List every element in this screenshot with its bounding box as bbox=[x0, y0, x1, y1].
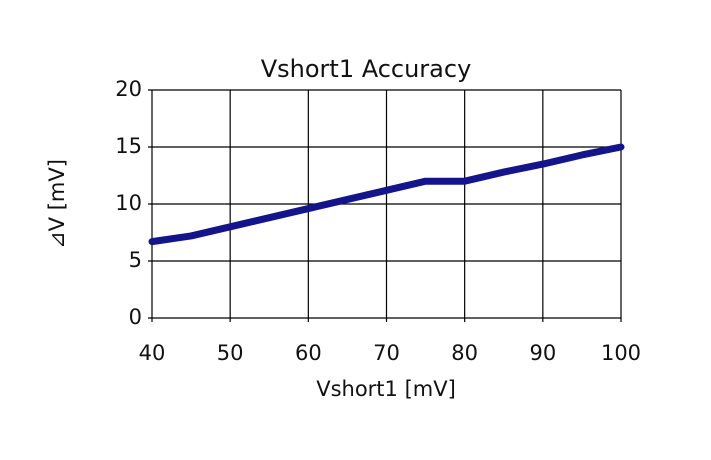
x-tick-label: 50 bbox=[217, 341, 244, 365]
x-tick-label: 60 bbox=[295, 341, 322, 365]
x-tick-label: 90 bbox=[529, 341, 556, 365]
data-line bbox=[148, 143, 625, 246]
y-tick-label: 5 bbox=[129, 248, 142, 272]
x-axis-label: Vshort1 [mV] bbox=[316, 377, 456, 401]
x-tick-label: 80 bbox=[451, 341, 478, 365]
x-tick-label: 70 bbox=[373, 341, 400, 365]
chart-title: Vshort1 Accuracy bbox=[261, 55, 472, 83]
y-tick-label: 20 bbox=[115, 77, 142, 101]
x-tick-label: 100 bbox=[601, 341, 641, 365]
x-tick-label: 40 bbox=[139, 341, 166, 365]
y-tick-label: 0 bbox=[129, 305, 142, 329]
y-tick-label: 15 bbox=[115, 134, 142, 158]
y-axis-label: ⊿V [mV] bbox=[45, 159, 69, 249]
y-tick-label: 10 bbox=[115, 191, 142, 215]
